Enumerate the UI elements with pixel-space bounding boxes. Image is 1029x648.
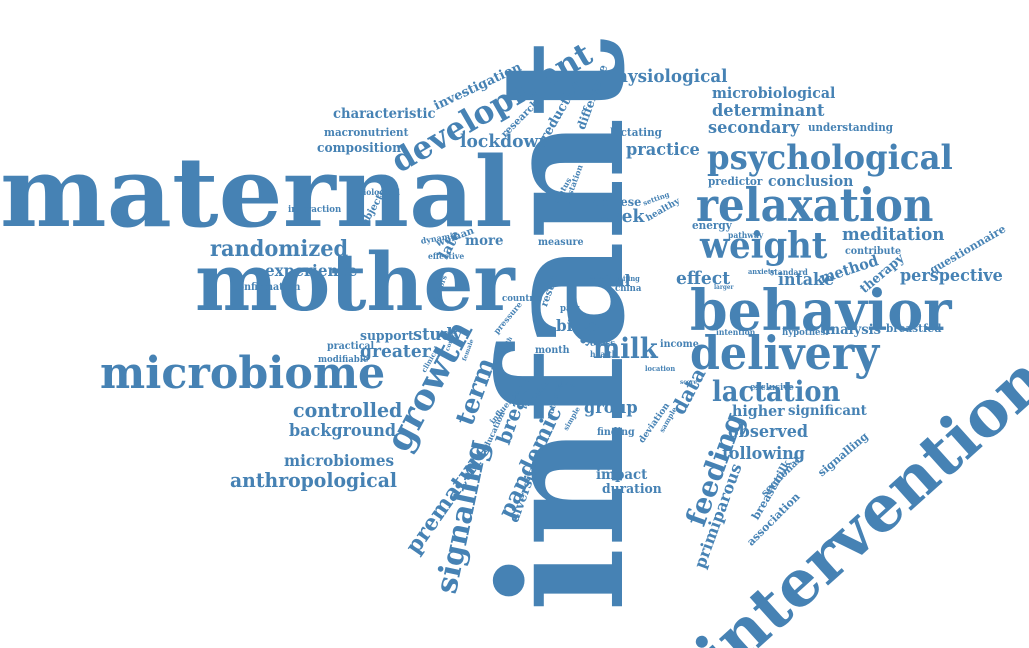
word-pathway: pathway xyxy=(728,230,764,240)
word-determinant: determinant xyxy=(712,101,825,121)
word-biological: biological xyxy=(358,187,400,197)
word-following: following xyxy=(722,444,805,464)
word-practice: practice xyxy=(626,140,700,160)
word-signalling: signalling xyxy=(815,429,871,480)
word-practical: practical xyxy=(327,341,375,352)
word-pair: pair xyxy=(560,304,580,314)
word-week: week xyxy=(596,206,645,227)
word-beijing: beijing xyxy=(614,274,640,283)
word-exclusive: exclusive xyxy=(750,383,794,393)
word-conclusion: conclusion xyxy=(768,172,854,190)
word-perspective: perspective xyxy=(900,266,1003,286)
word-countrie: countrie xyxy=(502,294,543,304)
word-relaxation: relaxation xyxy=(696,178,934,232)
word-background: background xyxy=(289,421,396,441)
word-interaction: interaction xyxy=(288,205,342,215)
word-intake: intake xyxy=(778,270,835,290)
word-microbiological: microbiological xyxy=(712,84,836,102)
word-lockdown: lockdown xyxy=(460,131,551,152)
word-china: china xyxy=(615,284,642,294)
word-group: group xyxy=(584,398,638,418)
word-controlled: controlled xyxy=(293,398,403,422)
word-anxiety: anxiety xyxy=(748,267,775,276)
word-chinese: chinese xyxy=(593,195,642,209)
word-finding: finding xyxy=(597,427,635,438)
word-study: study xyxy=(413,325,462,345)
word-breastfed: breastfed xyxy=(886,322,942,335)
word-significant: significant xyxy=(788,403,867,419)
word-score: score xyxy=(680,379,698,386)
word-characteristic: characteristic xyxy=(333,106,436,122)
word-cross: cross xyxy=(590,339,616,349)
word-lactation: lactation xyxy=(712,375,841,408)
word-randomized: randomized xyxy=(210,236,349,262)
word-duration: duration xyxy=(602,482,662,497)
word-effect: effect xyxy=(676,268,731,289)
word-analysis: analysis xyxy=(822,322,882,338)
word-birth: birth xyxy=(556,316,599,335)
word-hypothesi: hypothesi xyxy=(782,328,829,338)
word-observed: observed xyxy=(728,422,809,442)
word-weight: weight xyxy=(700,225,828,267)
word-predictor: predictor xyxy=(708,175,763,188)
word-trial: trial xyxy=(594,271,631,290)
word-contribute: contribute xyxy=(845,246,902,257)
word-location: location xyxy=(645,364,676,373)
word-larger: larger xyxy=(714,284,734,291)
word-psychological: psychological xyxy=(707,138,953,178)
word-support: support xyxy=(360,329,414,344)
word-effective: effective xyxy=(428,251,465,261)
word-behavior: behavior xyxy=(690,278,952,344)
word-confirmation: confirmation xyxy=(232,282,301,293)
word-experience: experience xyxy=(265,261,358,280)
word-meditation: meditation xyxy=(842,224,945,245)
word-composition: composition xyxy=(317,141,402,156)
word-maternal: maternal xyxy=(0,136,513,249)
word-macronutrient: macronutrient xyxy=(324,126,409,139)
word-impact: impact xyxy=(596,467,648,483)
word-income: income xyxy=(660,339,699,350)
word-health: health xyxy=(590,349,618,359)
word-more: more xyxy=(465,233,504,249)
word-understanding: understanding xyxy=(808,121,894,134)
word-measure: measure xyxy=(538,237,584,248)
word-lactating: lactating xyxy=(610,126,662,139)
word-anthropological: anthropological xyxy=(230,468,398,492)
word-higher: higher xyxy=(732,402,785,420)
word-greater: greater xyxy=(360,341,431,362)
word-modifiable: modifiable xyxy=(318,355,369,365)
word-microbiome: microbiome xyxy=(100,348,386,399)
word-intention: intention xyxy=(716,327,756,337)
word-secondary: secondary xyxy=(708,118,800,138)
word-delivery: delivery xyxy=(690,326,880,380)
word-microbiomes: microbiomes xyxy=(284,451,395,470)
word-after: after xyxy=(590,272,608,281)
word-mother: mother xyxy=(195,235,515,329)
word-period: period xyxy=(556,382,577,389)
word-milk: milk xyxy=(593,332,658,365)
word-energy: energy xyxy=(692,219,732,232)
word-physiological: physiological xyxy=(604,66,728,87)
word-month: month xyxy=(535,345,570,356)
word-standard: standard xyxy=(770,267,808,277)
